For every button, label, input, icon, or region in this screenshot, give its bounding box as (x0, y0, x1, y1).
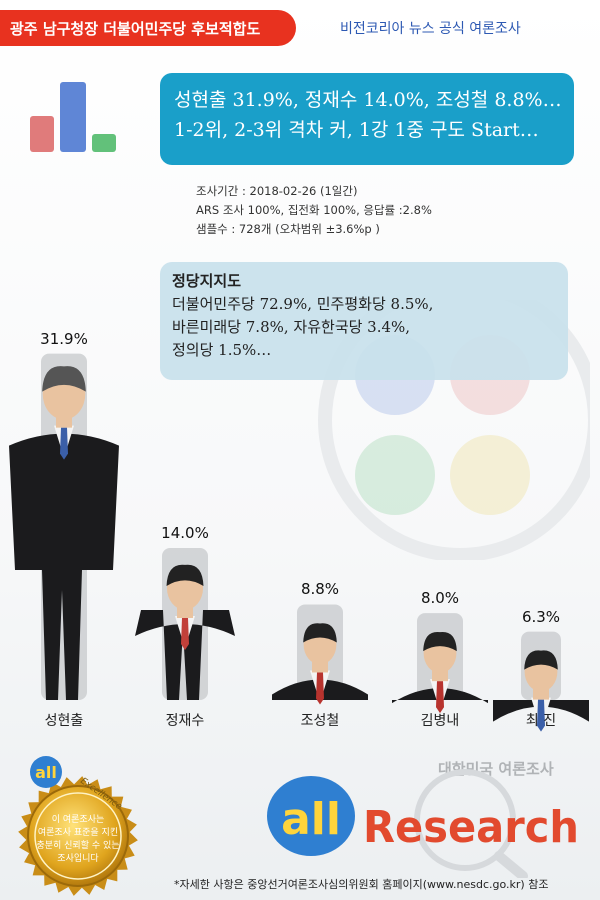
survey-info: 조사기간 : 2018-02-26 (1일간) ARS 조사 100%, 집전화… (196, 182, 432, 239)
candidate-name-4: 최 진 (525, 713, 557, 729)
bar-chart-icon (30, 82, 116, 152)
logo-brand-research: Research (363, 802, 579, 853)
candidate-figure-3 (392, 631, 488, 714)
badge-brand: all (35, 763, 57, 782)
header-title: 광주 남구청장 더불어민주당 후보적합도 (0, 10, 296, 46)
party-support-title: 정당지지도 (172, 272, 242, 290)
candidate-figure-1 (135, 564, 235, 700)
survey-period: 조사기간 : 2018-02-26 (1일간) (196, 184, 358, 198)
source-label: 비전코리아 뉴스 공식 여론조사 (340, 21, 521, 37)
candidate-figure-4 (493, 650, 589, 732)
party-support-line-3: 정의당 1.5%… (172, 341, 272, 359)
survey-sample: 샘플수 : 728개 (오차범위 ±3.6%p ) (196, 222, 380, 236)
candidate-name-3: 김병내 (420, 713, 460, 729)
badge-text-3: 충분히 신뢰할 수 있는 (36, 839, 119, 851)
party-support-line-2: 바른미래당 7.8%, 자유한국당 3.4%, (172, 318, 411, 336)
allresearch-logo: all Research (267, 769, 579, 878)
candidate-name-0: 성현출 (44, 713, 84, 729)
survey-method: ARS 조사 100%, 집전화 100%, 응답률 :2.8% (196, 203, 432, 217)
value-label-4: 6.3% (521, 607, 561, 626)
headline-box: 성현출 31.9%, 정재수 14.0%, 조성철 8.8%… 1-2위, 2-… (160, 73, 574, 165)
headline-line-2: 1-2위, 2-3위 격차 커, 1강 1중 구도 Start… (174, 119, 539, 141)
value-label-2: 8.8% (300, 580, 340, 599)
headline-line-1: 성현출 31.9%, 정재수 14.0%, 조성철 8.8%… (174, 89, 562, 111)
excellence-medal-icon: all Excellence 이 여론조사는 여론조사 표준을 지킨 충분히 신… (18, 756, 138, 896)
value-label-0: 31.9% (40, 329, 88, 348)
logo-brand-all: all (281, 794, 341, 845)
candidate-figure-2 (272, 623, 368, 705)
value-label-1: 14.0% (161, 524, 209, 542)
badge-text-2: 여론조사 표준을 지킨 (38, 826, 118, 838)
candidate-name-2: 조성철 (300, 713, 340, 729)
party-support-line-1: 더불어민주당 72.9%, 민주평화당 8.5%, (172, 295, 434, 313)
badge-text-4: 조사입니다 (57, 852, 99, 864)
candidate-figure-0 (9, 366, 119, 700)
badge-text-1: 이 여론조사는 (52, 813, 105, 825)
candidate-name-1: 정재수 (165, 713, 205, 729)
value-label-3: 8.0% (420, 589, 460, 608)
footnote: *자세한 사항은 중앙선거여론조사심의위원회 홈페이지(www.nesdc.go… (174, 878, 549, 891)
party-support-box: 정당지지도 더불어민주당 72.9%, 민주평화당 8.5%, 바른미래당 7.… (160, 262, 568, 380)
